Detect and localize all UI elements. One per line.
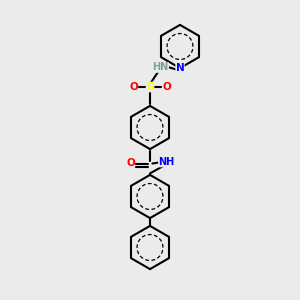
Text: O: O [126, 158, 135, 169]
Text: NH: NH [158, 157, 175, 167]
Text: N: N [176, 63, 184, 73]
Text: O: O [162, 82, 171, 92]
Text: S: S [146, 82, 154, 92]
Text: O: O [129, 82, 138, 92]
Text: HN: HN [152, 62, 169, 73]
